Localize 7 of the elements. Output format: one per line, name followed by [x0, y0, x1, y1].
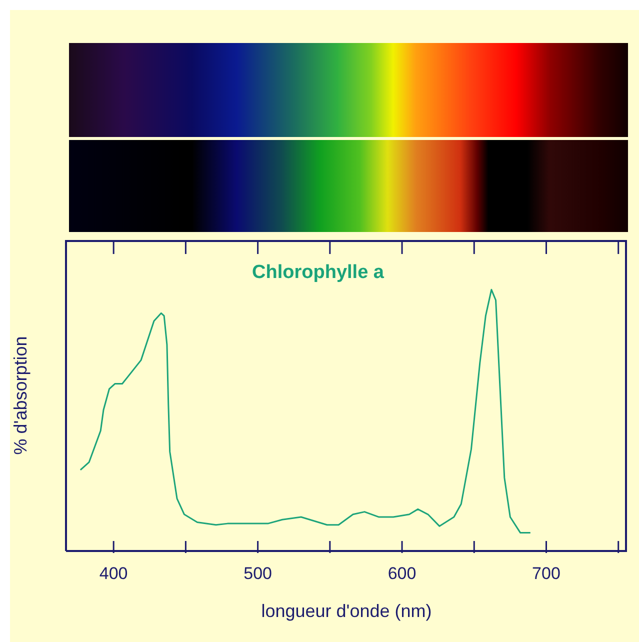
x-tick-label: 500 [244, 564, 272, 583]
text: Chlorophylle a [251, 262, 385, 284]
x-axis-title: longueur d'onde (nm) [261, 601, 432, 621]
x-tick-label: 700 [532, 564, 560, 583]
x-tick-label: 600 [388, 564, 416, 583]
y-axis-title: % d'absorption [10, 336, 30, 455]
x-tick-label: 400 [99, 564, 128, 583]
